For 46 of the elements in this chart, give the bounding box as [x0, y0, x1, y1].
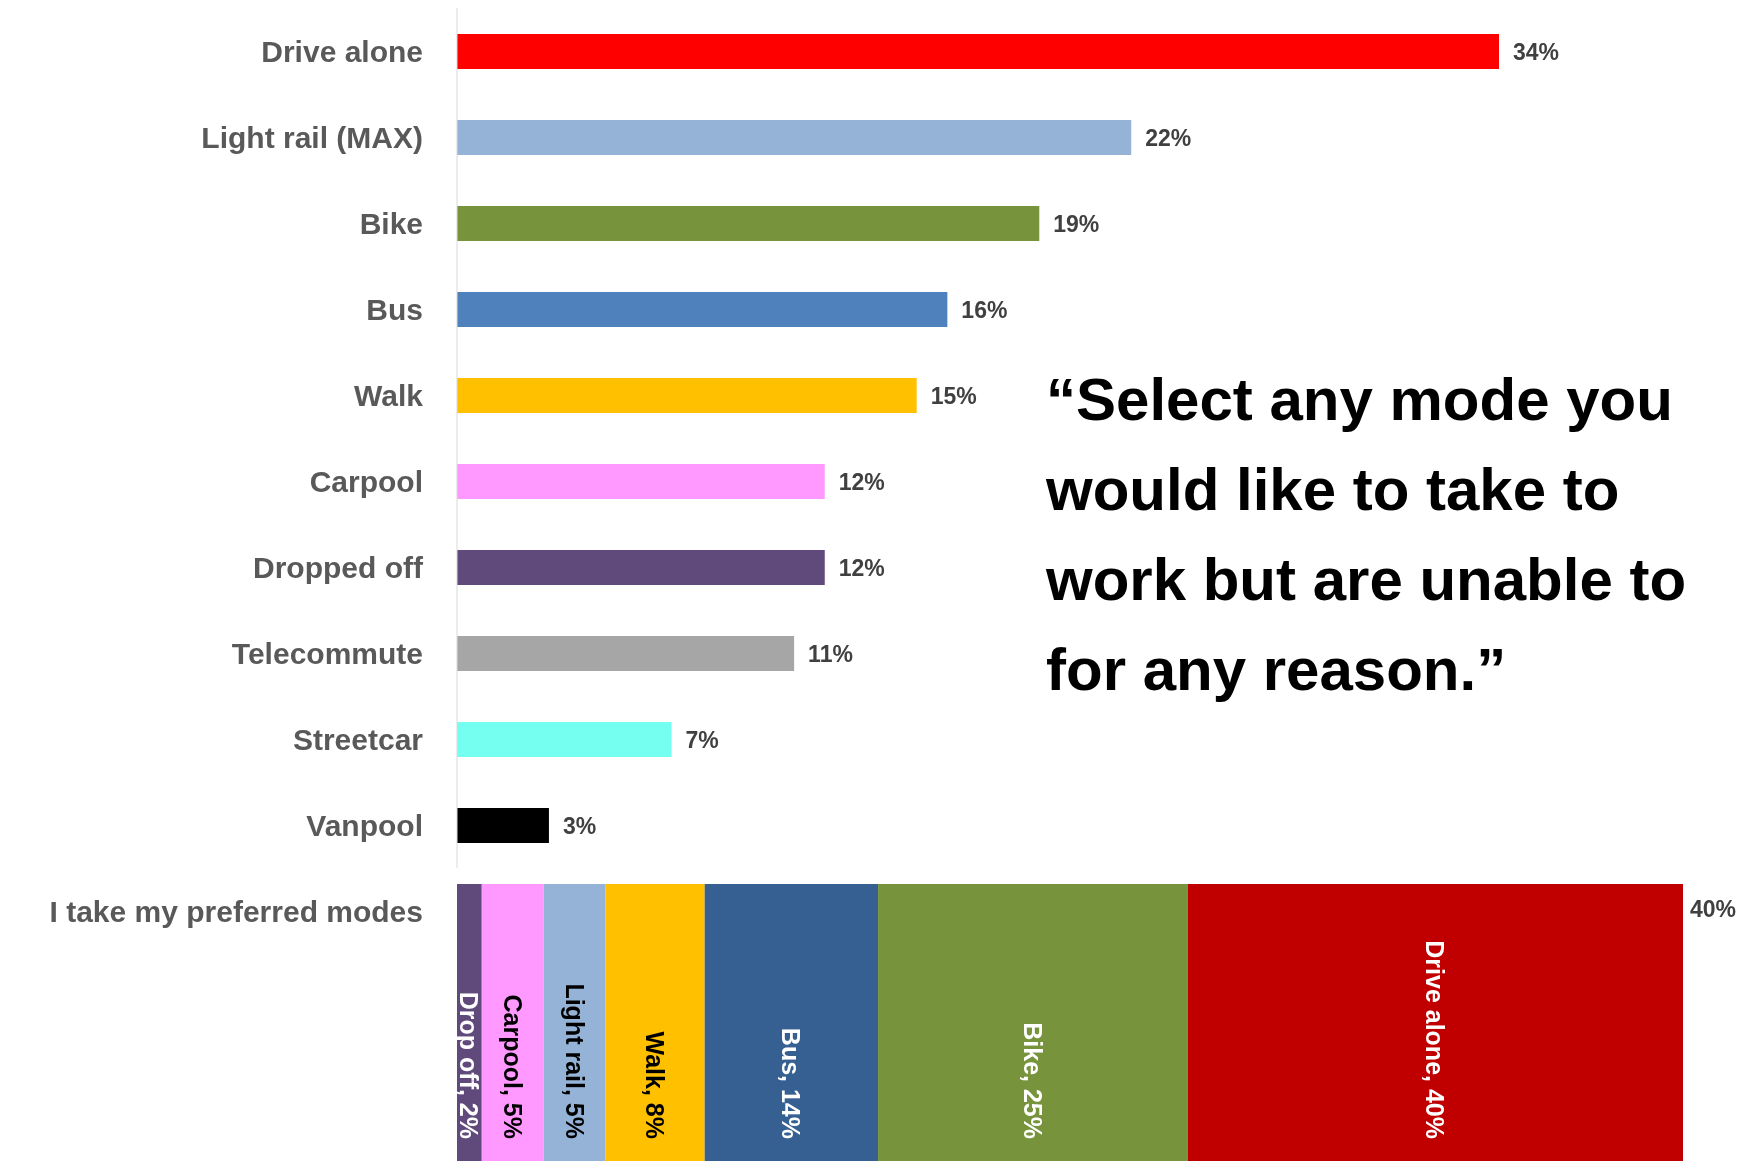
y-tick-label: Vanpool — [306, 808, 423, 842]
data-label: 3% — [562, 812, 597, 839]
y-axis-title: I take my preferred modes — [49, 895, 423, 928]
data-label: Drop off, 2% — [455, 991, 484, 1139]
bar — [481, 884, 544, 1161]
data-label: 11% — [808, 640, 853, 667]
bar — [457, 34, 1499, 69]
data-label: 34% — [1513, 38, 1560, 65]
bar — [457, 808, 549, 843]
bar — [457, 292, 948, 327]
data-label: 22% — [1145, 124, 1192, 151]
data-label: 15% — [930, 382, 977, 409]
data-label: 19% — [1053, 210, 1100, 237]
y-tick-label: Dropped off — [253, 550, 425, 584]
data-label: Bike, 25% — [1018, 1022, 1047, 1139]
data-label: Drive alone, 40% — [1421, 940, 1450, 1139]
data-label: Light rail, 5% — [560, 983, 589, 1139]
y-tick-label: Drive alone — [261, 34, 423, 68]
bar — [543, 884, 606, 1161]
y-tick-label: Carpool — [309, 464, 423, 498]
y-tick-label: Bike — [359, 206, 423, 240]
bar — [457, 464, 825, 499]
bar — [457, 120, 1132, 155]
data-label: 7% — [685, 726, 719, 753]
bar — [605, 884, 705, 1161]
y-tick-label: Bus — [366, 292, 423, 326]
bar — [1187, 884, 1683, 1161]
bar — [878, 884, 1188, 1161]
y-tick-label: Streetcar — [292, 722, 424, 756]
data-label: 16% — [961, 296, 1008, 323]
y-tick-label: Walk — [354, 378, 424, 412]
bar — [457, 550, 825, 585]
data-label: Walk, 8% — [641, 1031, 670, 1139]
data-label: 12% — [838, 554, 885, 581]
data-label: 12% — [838, 468, 885, 495]
data-label: Bus, 14% — [777, 1027, 806, 1139]
bar — [457, 206, 1040, 241]
bar — [457, 636, 795, 671]
text: 40% — [1690, 896, 1737, 923]
bar — [457, 722, 672, 757]
bar — [457, 378, 917, 413]
bar — [704, 884, 879, 1161]
text: “Select any mode you would like to take to work but are unable to for any reason.” — [1046, 365, 1688, 705]
y-tick-label: Light rail (MAX) — [201, 120, 423, 154]
data-label: Carpool, 5% — [498, 994, 527, 1139]
y-tick-label: Telecommute — [231, 636, 423, 670]
